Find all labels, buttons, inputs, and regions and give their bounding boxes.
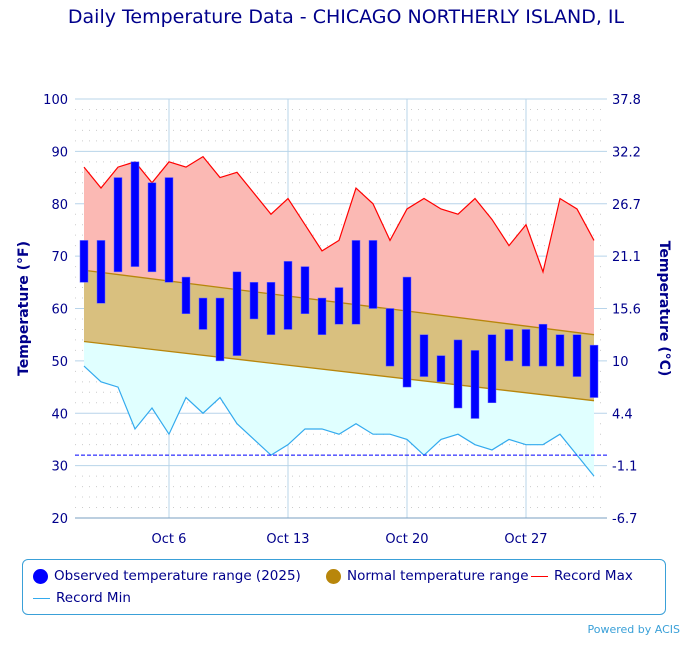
observed-bar <box>351 240 361 325</box>
observed-bar <box>249 282 259 320</box>
y-tick-label: 30 <box>51 460 68 475</box>
y-right-tick-label: 10 <box>612 355 629 370</box>
observed-bar <box>164 177 174 283</box>
y-tick-label: 100 <box>43 93 68 108</box>
observed-bar <box>470 350 480 419</box>
observed-bar <box>113 177 123 273</box>
y-tick-label: 70 <box>51 250 68 265</box>
legend-normal-label: Normal temperature range <box>347 568 529 584</box>
observed-bar <box>589 344 599 398</box>
observed-bar <box>147 182 157 273</box>
y-tick-label: 80 <box>51 198 68 213</box>
legend-record-max[interactable]: Record Max <box>531 568 633 584</box>
y-right-tick-label: 37.8 <box>612 93 641 108</box>
chart-title: Daily Temperature Data - CHICAGO NORTHER… <box>67 6 625 28</box>
observed-bar <box>419 334 429 377</box>
legend-record-min[interactable]: Record Min <box>33 590 131 606</box>
legend-record-max-label: Record Max <box>554 568 633 584</box>
legend-observed-marker <box>33 568 48 584</box>
observed-bar <box>453 339 463 409</box>
y-right-tick-label: 15.6 <box>612 303 641 318</box>
x-tick-label: Oct 27 <box>504 532 547 547</box>
observed-bar <box>504 329 514 362</box>
record-max-line <box>83 155 595 274</box>
observed-bar <box>283 261 293 330</box>
credit-link[interactable]: Powered by ACIS <box>587 623 681 636</box>
y-right-tick-label: 26.7 <box>612 198 641 213</box>
observed-bar <box>300 266 310 314</box>
y-tick-label: 90 <box>51 145 68 160</box>
observed-bar <box>436 355 446 383</box>
y-tick-label: 60 <box>51 303 68 318</box>
x-tick-label: Oct 6 <box>152 532 187 547</box>
x-tick-label: Oct 20 <box>385 532 428 547</box>
legend-record-min-marker <box>33 597 50 599</box>
x-tick-label: Oct 13 <box>266 532 309 547</box>
y-right-tick-label: 32.2 <box>612 145 641 160</box>
record-min-line <box>83 365 595 477</box>
observed-bar <box>79 240 89 283</box>
observed-bar <box>215 297 225 362</box>
y-tick-label: 50 <box>51 355 68 370</box>
y-right-tick-label: -1.1 <box>612 460 637 475</box>
y-right-tick-label: -6.7 <box>612 512 637 527</box>
observed-bar <box>96 240 106 304</box>
observed-bar <box>521 329 531 367</box>
observed-bar <box>487 334 497 404</box>
observed-bar <box>368 240 378 309</box>
y-right-tick-label: 4.4 <box>612 407 633 422</box>
legend-record-max-marker <box>531 575 548 577</box>
observed-bar <box>334 287 344 325</box>
normal-low-line <box>83 340 595 402</box>
observed-bar <box>572 334 582 377</box>
observed-bar <box>317 297 327 335</box>
y-right-axis-title: Temperature (°C) <box>656 241 672 377</box>
normal-range-band <box>84 270 594 401</box>
legend-observed-label: Observed temperature range (2025) <box>54 568 301 584</box>
record-max-area <box>84 156 594 335</box>
observed-bar <box>130 161 140 267</box>
observed-bar <box>538 323 548 367</box>
legend: Observed temperature range (2025) Normal… <box>22 559 666 615</box>
y-axis-title: Temperature (°F) <box>16 241 32 376</box>
legend-observed[interactable]: Observed temperature range (2025) <box>33 568 301 584</box>
legend-normal[interactable]: Normal temperature range <box>326 568 529 584</box>
legend-record-min-label: Record Min <box>56 590 131 606</box>
y-tick-label: 20 <box>51 512 68 527</box>
observed-bar <box>198 297 208 330</box>
y-right-tick-label: 21.1 <box>612 250 641 265</box>
observed-bar <box>266 282 276 335</box>
y-tick-label: 40 <box>51 407 68 422</box>
observed-bar <box>555 334 565 367</box>
observed-bar <box>402 276 412 388</box>
record-min-area <box>84 341 594 477</box>
observed-bar <box>181 276 191 314</box>
observed-bar <box>385 308 395 367</box>
observed-bar <box>232 271 242 356</box>
legend-normal-marker <box>326 568 341 584</box>
